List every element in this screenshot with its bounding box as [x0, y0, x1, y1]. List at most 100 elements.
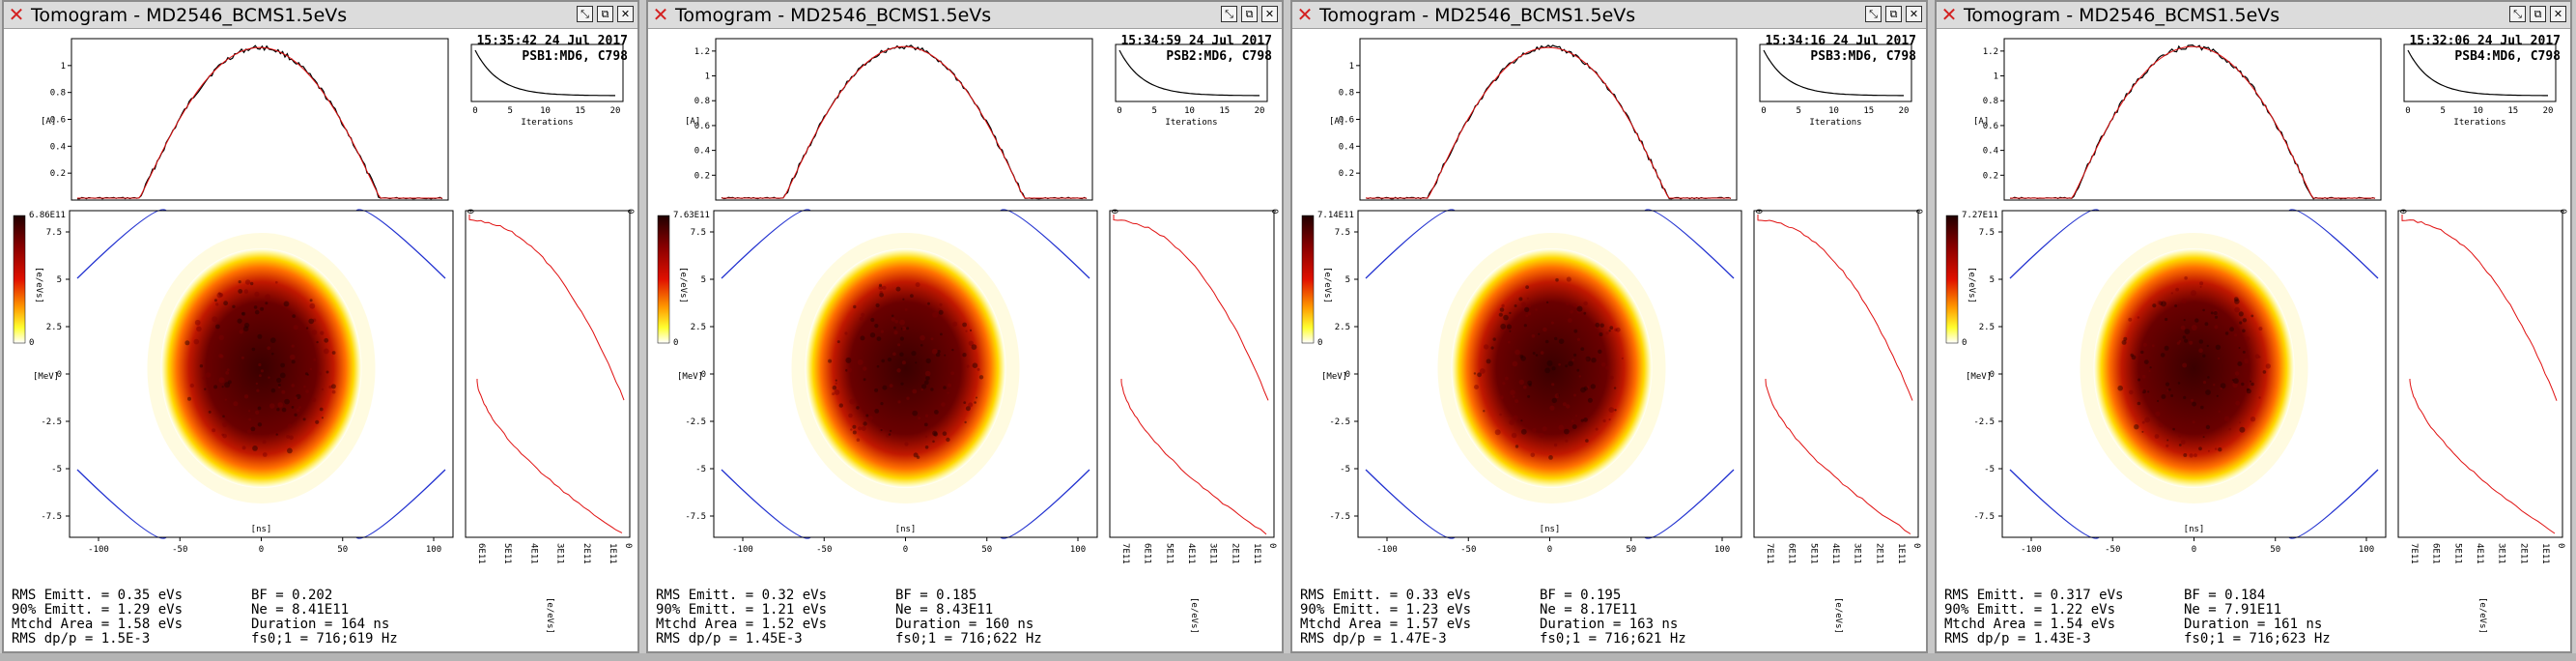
title-bar[interactable]: ✕ Tomogram - MD2546_BCMS1.5eVs ⤡ ⧉ ✕ [648, 2, 1282, 29]
density-speckle [2199, 281, 2204, 286]
minimize-icon[interactable]: ⤡ [1221, 6, 1237, 22]
density-speckle [311, 397, 317, 402]
density-speckle [1571, 419, 1574, 422]
phase-xlabel: [ns] [895, 525, 917, 534]
density-speckle [934, 410, 939, 415]
close-icon[interactable]: ✕ [652, 3, 669, 26]
density-speckle [1594, 326, 1598, 330]
maximize-icon[interactable]: ⧉ [1885, 6, 1902, 22]
density-speckle [2184, 338, 2189, 343]
maximize-icon[interactable]: ⧉ [597, 6, 613, 22]
time-text: 15:32:06 24 Jul 2017 [2409, 34, 2561, 48]
density-speckle [972, 362, 978, 369]
density-speckle [899, 336, 904, 341]
close-window-icon[interactable]: ✕ [1261, 6, 1278, 22]
density-speckle [254, 291, 260, 297]
emittance-90: 90% Emitt. = 1.21 eVs [656, 602, 828, 618]
density-speckle [912, 388, 918, 394]
density-speckle [1609, 326, 1614, 330]
density-speckle [1600, 362, 1606, 367]
density-speckle [257, 422, 263, 427]
dist-corner-label: 0 [2397, 209, 2407, 214]
density-speckle [254, 309, 260, 315]
profile-ytick-label: 1.2 [694, 47, 710, 57]
density-speckle [291, 384, 296, 388]
density-speckle [921, 384, 927, 389]
density-speckle [326, 370, 329, 374]
density-speckle [879, 290, 883, 295]
density-speckle [2192, 401, 2196, 407]
colorbar-max-label: 6.86E11 [29, 211, 66, 220]
convergence-line [2407, 49, 2548, 97]
phase-xtick-label: -100 [88, 545, 109, 555]
density-speckle [1565, 364, 1569, 368]
title-bar[interactable]: ✕ Tomogram - MD2546_BCMS1.5eVs ⤡ ⧉ ✕ [1937, 2, 2570, 29]
density-speckle [2178, 340, 2182, 343]
minimize-icon[interactable]: ⤡ [1865, 6, 1882, 22]
phase-xtick-label: 0 [2192, 545, 2196, 555]
density-speckle [1576, 337, 1580, 341]
density-speckle [1551, 366, 1556, 371]
density-speckle [2234, 371, 2240, 376]
density-speckle [1486, 359, 1491, 364]
energy-distribution-frame [1109, 210, 1275, 538]
plots-canvas: [A] 0.2 0.4 0.6 0.8 1 1.2 0 5 10 15 20 Iterations 7.… [1945, 38, 2567, 634]
density-speckle [1553, 443, 1558, 447]
stats-right: BF = 0.184 Ne = 7.91E11 Duration = 161 n… [2184, 589, 2331, 647]
density-speckle [966, 364, 970, 368]
title-bar[interactable]: ✕ Tomogram - MD2546_BCMS1.5eVs ⤡ ⧉ ✕ [1292, 2, 1926, 29]
density-speckle [933, 432, 938, 437]
energy-profile-upper [468, 215, 625, 401]
density-speckle [911, 351, 917, 357]
reconstructed-profile-line [77, 46, 442, 199]
close-icon[interactable]: ✕ [8, 3, 25, 26]
profile-ytick-label: 0.6 [1339, 116, 1354, 126]
density-speckle [2198, 348, 2203, 354]
density-speckle [1511, 432, 1517, 439]
convergence-plot-frame [1115, 43, 1268, 102]
density-speckle [275, 433, 278, 436]
close-window-icon[interactable]: ✕ [2550, 6, 2566, 22]
profile-ytick-label: 1 [61, 62, 66, 72]
density-speckle [238, 280, 241, 284]
title-bar[interactable]: ✕ Tomogram - MD2546_BCMS1.5eVs ⤡ ⧉ ✕ [4, 2, 637, 29]
density-speckle [292, 314, 297, 318]
close-icon[interactable]: ✕ [1296, 3, 1314, 26]
density-speckle [316, 340, 319, 344]
colorbar [657, 215, 670, 344]
density-speckle [2200, 405, 2204, 410]
density-speckle [2250, 417, 2256, 422]
minimize-icon[interactable]: ⤡ [2509, 6, 2526, 22]
density-speckle [2176, 341, 2180, 345]
density-speckle [248, 410, 251, 413]
convergence-xtick-label: 5 [508, 106, 513, 116]
convergence-plot-frame [2403, 43, 2557, 102]
close-icon[interactable]: ✕ [1940, 3, 1958, 26]
phase-xtick-label: 100 [1714, 545, 1730, 555]
close-window-icon[interactable]: ✕ [1906, 6, 1922, 22]
density-speckle [222, 421, 228, 428]
dist-corner-label: 0 [1109, 209, 1118, 214]
density-speckle [2130, 353, 2134, 358]
density-speckle [940, 332, 943, 336]
maximize-icon[interactable]: ⧉ [1241, 6, 1258, 22]
dist-corner-label-right: 0 [2558, 209, 2567, 214]
density-speckle [2190, 398, 2194, 402]
density-speckle [1613, 387, 1617, 389]
density-speckle [1585, 439, 1589, 443]
density-speckle [850, 428, 853, 431]
density-speckle [199, 364, 204, 368]
density-speckle [320, 330, 325, 335]
density-speckle [215, 324, 220, 330]
minimize-icon[interactable]: ⤡ [577, 6, 593, 22]
maximize-icon[interactable]: ⧉ [2530, 6, 2546, 22]
close-window-icon[interactable]: ✕ [617, 6, 634, 22]
density-speckle [832, 385, 837, 390]
density-speckle [276, 408, 280, 412]
density-speckle [893, 326, 896, 330]
phase-ytick-label: 0 [1990, 370, 1995, 380]
density-speckle [1498, 312, 1503, 317]
density-speckle [878, 427, 884, 433]
rms-dpp: RMS dp/p = 1.47E-3 [1300, 631, 1447, 647]
density-speckle [260, 306, 265, 311]
